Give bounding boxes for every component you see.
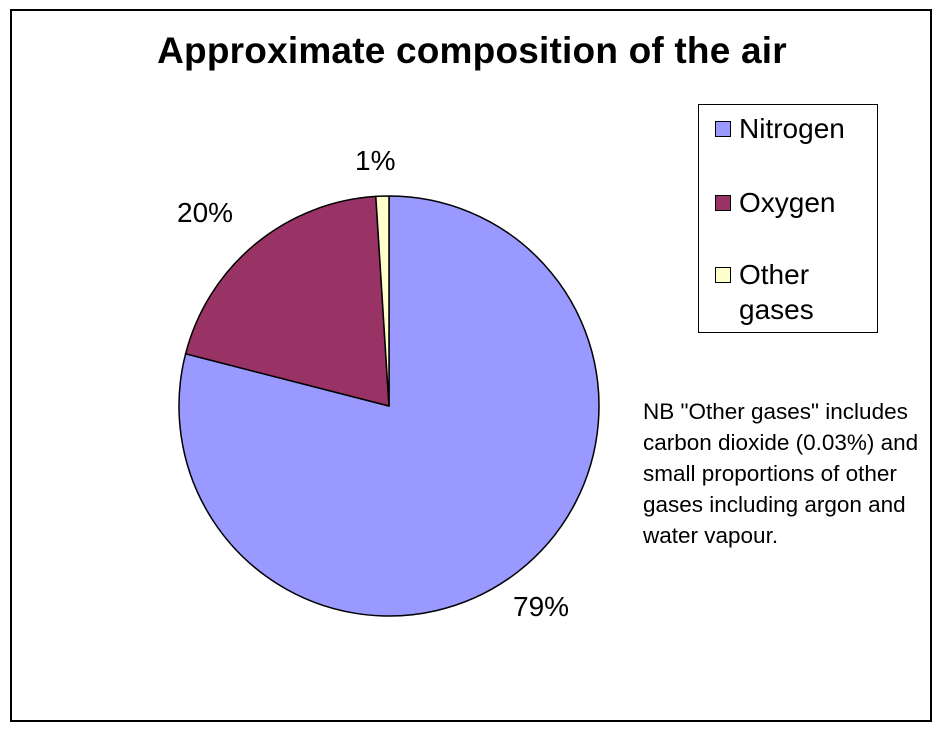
legend-swatch-nitrogen [715,121,731,137]
legend-label-other-gases: Other gases [739,259,814,325]
legend-item-oxygen: Oxygen [715,185,869,220]
legend-swatch-oxygen [715,195,731,211]
legend: Nitrogen Oxygen Other gases [698,104,878,333]
chart-title: Approximate composition of the air [157,30,787,71]
legend-label-nitrogen: Nitrogen [739,113,845,144]
slice-other-gases [375,195,390,407]
data-label-oxygen: 20% [177,197,234,228]
slice-oxygen [184,195,390,407]
data-label-other-gases: 1% [355,145,396,176]
legend-item-nitrogen: Nitrogen [715,111,869,146]
legend-item-other-gases: Other gases [715,257,869,327]
chart-annotation: NB "Other gases" includes carbon dioxide… [643,399,919,548]
legend-swatch-other-gases [715,267,731,283]
legend-label-oxygen: Oxygen [739,187,836,218]
data-label-nitrogen: 79% [513,591,570,622]
pie-slices [178,195,600,617]
